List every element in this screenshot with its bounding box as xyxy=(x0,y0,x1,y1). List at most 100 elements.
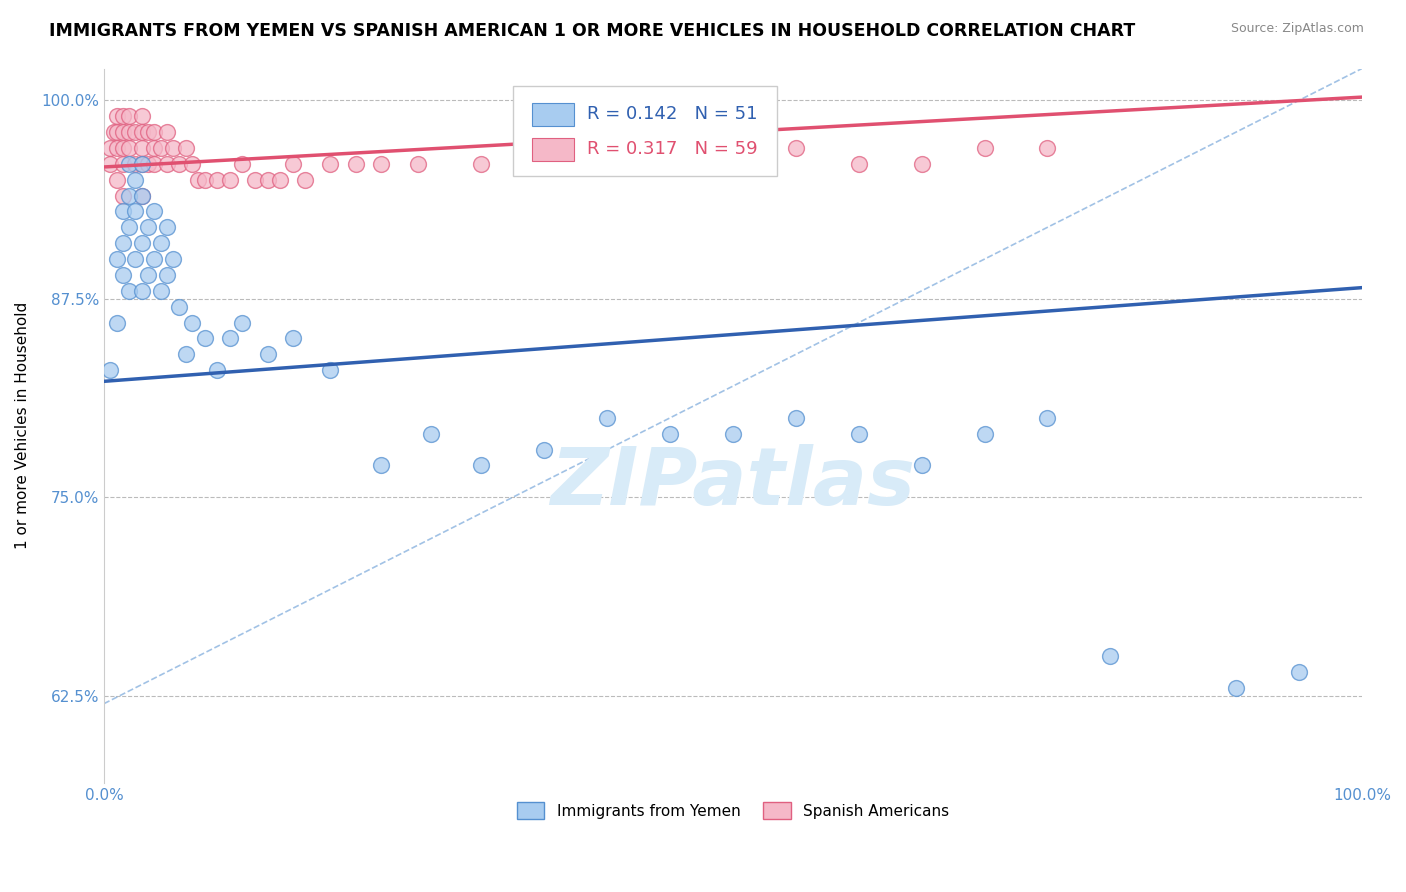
Point xyxy=(105,172,128,186)
Text: Source: ZipAtlas.com: Source: ZipAtlas.com xyxy=(1230,22,1364,36)
Point xyxy=(785,410,807,425)
Point xyxy=(118,220,141,235)
Point xyxy=(111,188,134,202)
Point xyxy=(256,347,278,361)
Point xyxy=(973,141,995,155)
Point xyxy=(721,426,744,441)
Point xyxy=(533,442,555,457)
Point xyxy=(408,157,430,171)
Point xyxy=(118,157,141,171)
Point xyxy=(181,316,204,330)
Point xyxy=(370,157,392,171)
Point xyxy=(319,157,342,171)
Legend: Immigrants from Yemen, Spanish Americans: Immigrants from Yemen, Spanish Americans xyxy=(510,796,955,825)
Point xyxy=(105,141,128,155)
Point xyxy=(149,236,172,251)
Point xyxy=(131,125,153,139)
Point xyxy=(111,204,134,219)
Point xyxy=(187,172,209,186)
Point xyxy=(231,316,253,330)
Point xyxy=(149,141,172,155)
Point xyxy=(118,188,141,202)
Point xyxy=(131,141,153,155)
Point xyxy=(1099,648,1122,663)
FancyBboxPatch shape xyxy=(513,87,778,176)
Point xyxy=(281,157,304,171)
FancyBboxPatch shape xyxy=(531,138,575,161)
Point xyxy=(98,363,121,377)
Point xyxy=(194,331,217,345)
Point xyxy=(911,458,934,473)
Point xyxy=(136,268,159,282)
Point xyxy=(231,157,253,171)
Point xyxy=(136,125,159,139)
Point xyxy=(596,410,619,425)
Point xyxy=(243,172,266,186)
Point xyxy=(105,316,128,330)
Y-axis label: 1 or more Vehicles in Household: 1 or more Vehicles in Household xyxy=(15,302,30,549)
Point xyxy=(162,141,184,155)
Point xyxy=(124,172,146,186)
Point xyxy=(124,125,146,139)
Point xyxy=(131,188,153,202)
Point xyxy=(1036,141,1059,155)
Point xyxy=(156,125,179,139)
Point xyxy=(294,172,316,186)
Point xyxy=(848,157,870,171)
Point xyxy=(319,363,342,377)
Point xyxy=(181,157,204,171)
Point xyxy=(470,458,492,473)
Point xyxy=(143,141,166,155)
Point xyxy=(1036,410,1059,425)
Point xyxy=(420,426,443,441)
Point xyxy=(124,157,146,171)
Point xyxy=(848,426,870,441)
Point xyxy=(174,347,197,361)
Point xyxy=(105,252,128,266)
Point xyxy=(256,172,278,186)
Text: R = 0.317   N = 59: R = 0.317 N = 59 xyxy=(588,139,758,158)
Point xyxy=(269,172,291,186)
Point xyxy=(143,204,166,219)
Point xyxy=(136,157,159,171)
Point xyxy=(194,172,217,186)
Point xyxy=(131,157,153,171)
Point xyxy=(659,426,682,441)
Point xyxy=(124,204,146,219)
Point xyxy=(131,188,153,202)
Point xyxy=(533,157,555,171)
Point xyxy=(105,125,128,139)
Point xyxy=(370,458,392,473)
Point xyxy=(131,236,153,251)
Point xyxy=(131,109,153,123)
Point xyxy=(973,426,995,441)
Point xyxy=(149,284,172,298)
Point xyxy=(131,284,153,298)
Point xyxy=(118,109,141,123)
Point xyxy=(596,157,619,171)
Point xyxy=(118,125,141,139)
Point xyxy=(98,157,121,171)
Point xyxy=(218,172,240,186)
Point xyxy=(131,157,153,171)
Point xyxy=(111,236,134,251)
Text: ZIPatlas: ZIPatlas xyxy=(551,444,915,522)
Point xyxy=(143,252,166,266)
Point xyxy=(205,172,228,186)
Point xyxy=(174,141,197,155)
Point xyxy=(205,363,228,377)
Point xyxy=(111,125,134,139)
Point xyxy=(118,284,141,298)
Point xyxy=(136,220,159,235)
Point xyxy=(169,300,191,314)
Point xyxy=(344,157,367,171)
Point xyxy=(911,157,934,171)
Point xyxy=(721,157,744,171)
Point xyxy=(156,268,179,282)
Point xyxy=(143,125,166,139)
Point xyxy=(111,141,134,155)
Point xyxy=(470,157,492,171)
Point xyxy=(156,220,179,235)
Point xyxy=(111,157,134,171)
Point xyxy=(143,157,166,171)
